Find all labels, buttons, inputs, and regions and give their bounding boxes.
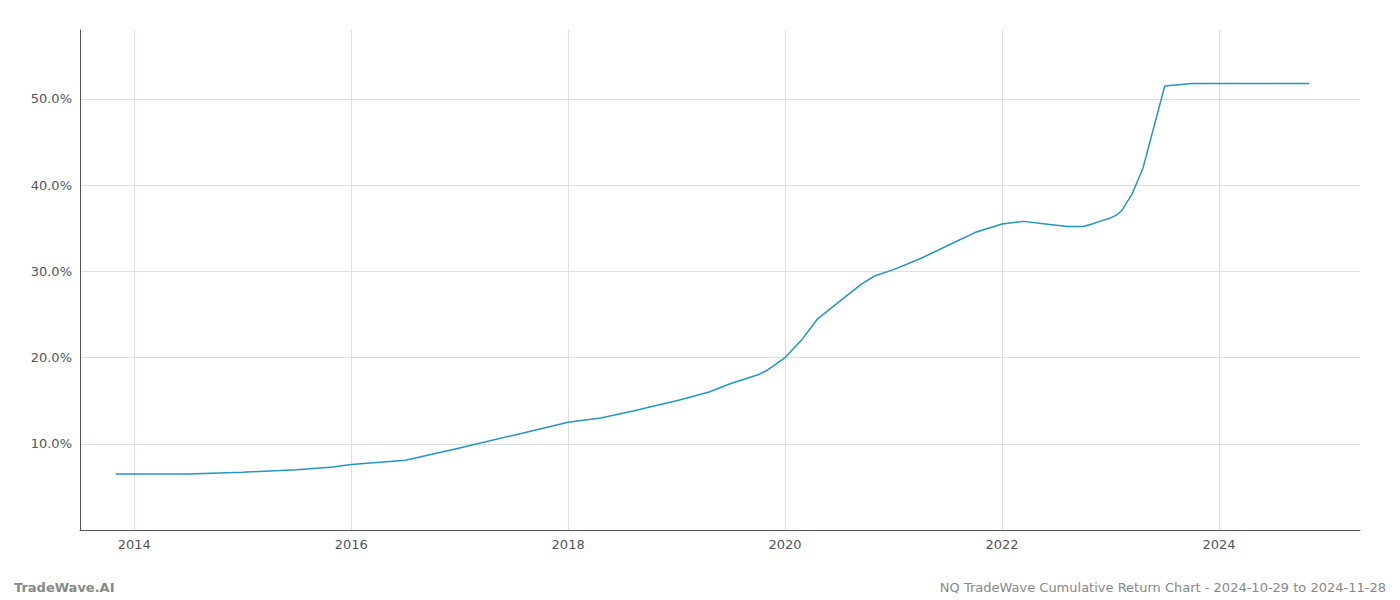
svg-text:2014: 2014 [118, 537, 151, 552]
svg-text:20.0%: 20.0% [31, 350, 72, 365]
svg-text:40.0%: 40.0% [31, 178, 72, 193]
svg-text:30.0%: 30.0% [31, 264, 72, 279]
svg-text:TradeWave.AI: TradeWave.AI [14, 580, 115, 595]
svg-text:2022: 2022 [985, 537, 1018, 552]
svg-text:2024: 2024 [1202, 537, 1235, 552]
svg-text:2018: 2018 [552, 537, 585, 552]
svg-text:NQ TradeWave Cumulative Return: NQ TradeWave Cumulative Return Chart - 2… [940, 580, 1386, 595]
svg-text:50.0%: 50.0% [31, 91, 72, 106]
svg-text:2016: 2016 [335, 537, 368, 552]
svg-text:2020: 2020 [769, 537, 802, 552]
svg-text:10.0%: 10.0% [31, 436, 72, 451]
